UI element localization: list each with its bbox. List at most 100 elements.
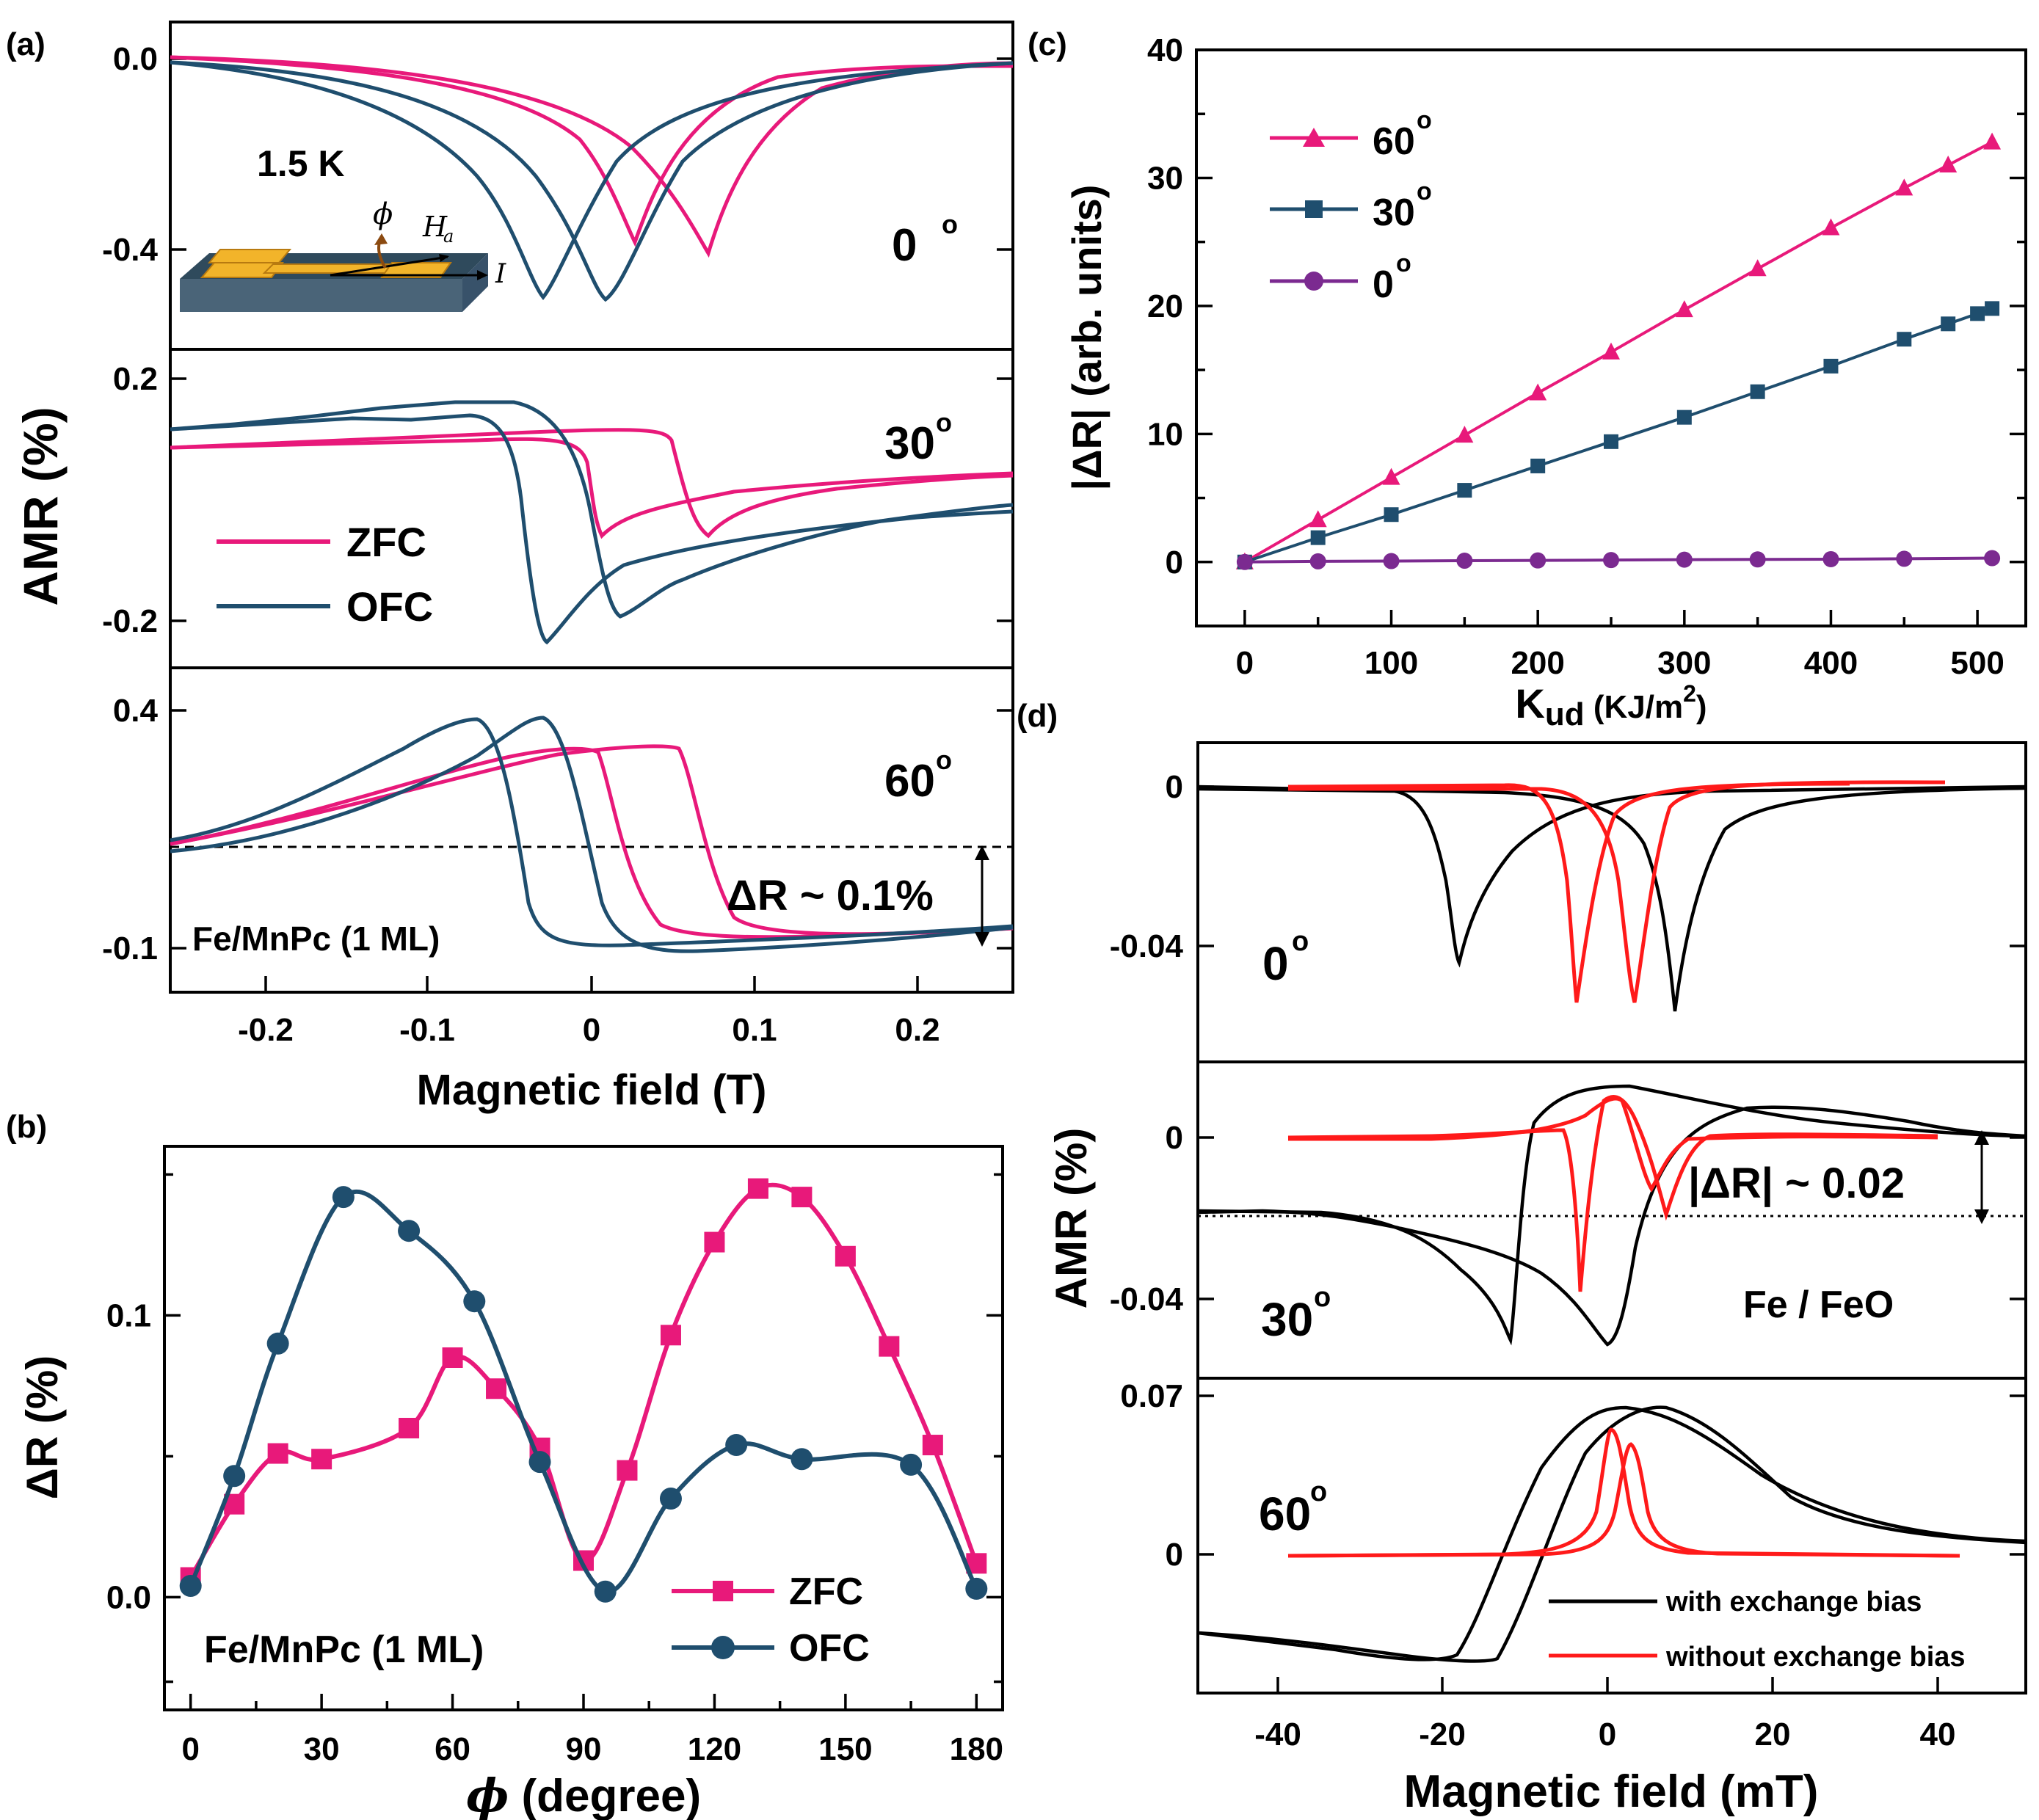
panel-c-point-0 — [1822, 550, 1839, 567]
panel-b-ylabel: ΔR (%) — [18, 1355, 67, 1499]
panel-c-point-0 — [1236, 553, 1253, 570]
panel-a-xlabel: Magnetic field (T) — [417, 1066, 767, 1114]
panel-d-ytick-0-1: -0.04 — [1110, 928, 1184, 964]
panel-c-xlabel: Kud (KJ/m2) — [1515, 680, 1707, 732]
panel-a-0deg-ofc-curve-2 — [170, 60, 1014, 302]
panel-c-point-60 — [1983, 132, 2002, 150]
panel-b-line-ofc — [188, 1190, 978, 1594]
panel-b-point-ofc — [398, 1220, 421, 1242]
panel-d-60deg-without-eb-curve — [1287, 1427, 1960, 1558]
panel-d-ytick-2-1: 0 — [1166, 1537, 1183, 1573]
panel-d-30deg-without-eb-curve — [1287, 1095, 1938, 1292]
panel-c-ylabel: |ΔR| (arb. units) — [1064, 185, 1111, 491]
panel-d-angle-60-deg: o — [1310, 1477, 1327, 1507]
panel-b-ytick: 0.0 — [106, 1579, 151, 1615]
panel-d-angle-30-deg: o — [1314, 1282, 1331, 1313]
panel-c-point-0 — [1309, 553, 1326, 569]
panel-a-30deg-ofc-curve-2 — [170, 400, 1014, 619]
panel-c-point-30 — [1750, 384, 1765, 399]
panel-b-line-zfc — [189, 1182, 979, 1579]
panel-a-xtick-2: 0 — [583, 1012, 600, 1048]
panel-a-angle-60: 60 — [884, 756, 935, 807]
panel-d-legend-without: without exchange bias — [1665, 1642, 1966, 1672]
panel-b-ytick: 0.1 — [106, 1297, 151, 1333]
panel-a-sample: Fe/MnPc (1 ML) — [192, 920, 440, 958]
panel-c-xtick: 400 — [1804, 645, 1858, 681]
panel-b-xtick: 0 — [181, 1731, 199, 1767]
panel-b-point-ofc — [463, 1290, 486, 1313]
panel-a-60deg-ofc-curve — [170, 717, 1014, 947]
panel-c-point-60 — [1455, 426, 1474, 443]
panel-c-series — [1235, 132, 2002, 570]
panel-c-point-60 — [1822, 218, 1840, 236]
panel-c-point-60 — [1748, 259, 1767, 277]
panel-b-point-ofc — [659, 1488, 682, 1510]
panel-b-point-ofc — [266, 1332, 289, 1355]
panel-c-point-30 — [1941, 316, 1956, 332]
panel-a-0deg-zfc-curve-2 — [170, 55, 1014, 258]
panel-c-point-0 — [1676, 551, 1693, 568]
panel-d-angle-60: 60 — [1259, 1488, 1311, 1540]
panel-c-point-0 — [1984, 550, 2001, 567]
panel-b-point-zfc — [791, 1187, 813, 1208]
panel-b-tag: (b) — [6, 1109, 47, 1145]
panel-c-point-30 — [1457, 483, 1472, 498]
panel-a-ytick-2-1: -0.1 — [102, 931, 158, 967]
panel-c-ytick: 10 — [1147, 416, 1183, 452]
panel-d-60deg-with-eb-curve-2 — [1197, 1405, 2027, 1663]
inset-h-subscript: a — [443, 226, 454, 247]
panel-d-angle-0-deg: o — [1292, 926, 1309, 957]
panel-c-point-60 — [1939, 156, 1958, 172]
panel-d-ylabel: AMR (%) — [1047, 1128, 1096, 1309]
panel-b-point-zfc — [311, 1449, 332, 1470]
panel-c-point-30 — [1897, 332, 1912, 347]
panel-a-xtick-4: 0.2 — [895, 1012, 939, 1048]
panel-c-legend-60-marker — [1303, 128, 1325, 147]
panel-c-point-60 — [1895, 178, 1913, 196]
panel-a-ytick-0-0: 0.0 — [113, 41, 158, 77]
panel-c-legend-0: 0 — [1373, 263, 1394, 306]
panel-a-30deg-zfc-curve-2 — [170, 428, 1014, 539]
panel-d-xtick-2: 0 — [1599, 1717, 1616, 1752]
panel-c-legend-30: 30 — [1373, 192, 1415, 234]
panel-a-annotation: ΔR ~ 0.1% — [727, 872, 934, 920]
panel-b-point-ofc — [223, 1465, 246, 1488]
panel-d-sample: Fe / FeO — [1743, 1284, 1894, 1326]
panel-c-point-30 — [1310, 530, 1326, 545]
panel-b-xtick: 150 — [818, 1731, 872, 1767]
panel-a-60deg-zfc-curve — [170, 746, 1014, 939]
panel-a-angle-60-deg: o — [936, 745, 952, 775]
panel-b-xtick: 60 — [435, 1731, 470, 1767]
panel-a-xtick-3: 0.1 — [732, 1012, 777, 1048]
panel-a-legend-zfc: ZFC — [346, 519, 426, 565]
panel-d-30deg-with-eb-curve — [1197, 1084, 2027, 1346]
panel-c-legend-60-deg: o — [1417, 106, 1432, 134]
panel-d-60deg-without-eb-curve-2 — [1287, 1442, 1960, 1558]
panel-d-legend-with: with exchange bias — [1665, 1587, 1922, 1617]
panel-b-point-zfc — [704, 1231, 725, 1253]
panel-b-series — [179, 1178, 988, 1603]
panel-a-ytick-1-1: -0.2 — [102, 603, 158, 639]
panel-c-xtick: 0 — [1236, 645, 1254, 681]
panel-c-line-0 — [1243, 140, 1993, 564]
panel-a-angle-0: 0 — [892, 220, 917, 271]
panel-a-xtick-0: -0.2 — [238, 1012, 294, 1048]
panel-d-0deg-with-eb-curve-2 — [1197, 785, 2027, 1012]
panel-d-0deg-without-eb-curve — [1287, 782, 1850, 1003]
panel-a-xtick-1: -0.1 — [399, 1012, 455, 1048]
panel-d-30deg-without-eb-curve-2 — [1288, 1096, 1938, 1193]
panel-b-legend-zfc: ZFC — [789, 1570, 863, 1613]
panel-c-point-30 — [1823, 358, 1839, 374]
panel-a-0deg-zfc-curve — [170, 55, 1014, 247]
device-inset: ϕ H a I — [180, 197, 506, 312]
panel-b-legend-zfc-marker — [713, 1581, 733, 1601]
panel-b-legend-ofc-marker — [711, 1636, 735, 1659]
panel-d-xlabel: Magnetic field (mT) — [1404, 1766, 1819, 1817]
panel-d-30deg-with-eb-curve-2 — [1197, 1105, 2027, 1347]
panel-c-xtick: 100 — [1364, 645, 1418, 681]
panel-b-legend-ofc: OFC — [789, 1627, 870, 1670]
panel-c-point-60 — [1675, 300, 1693, 318]
panel-b-point-zfc — [922, 1435, 943, 1456]
